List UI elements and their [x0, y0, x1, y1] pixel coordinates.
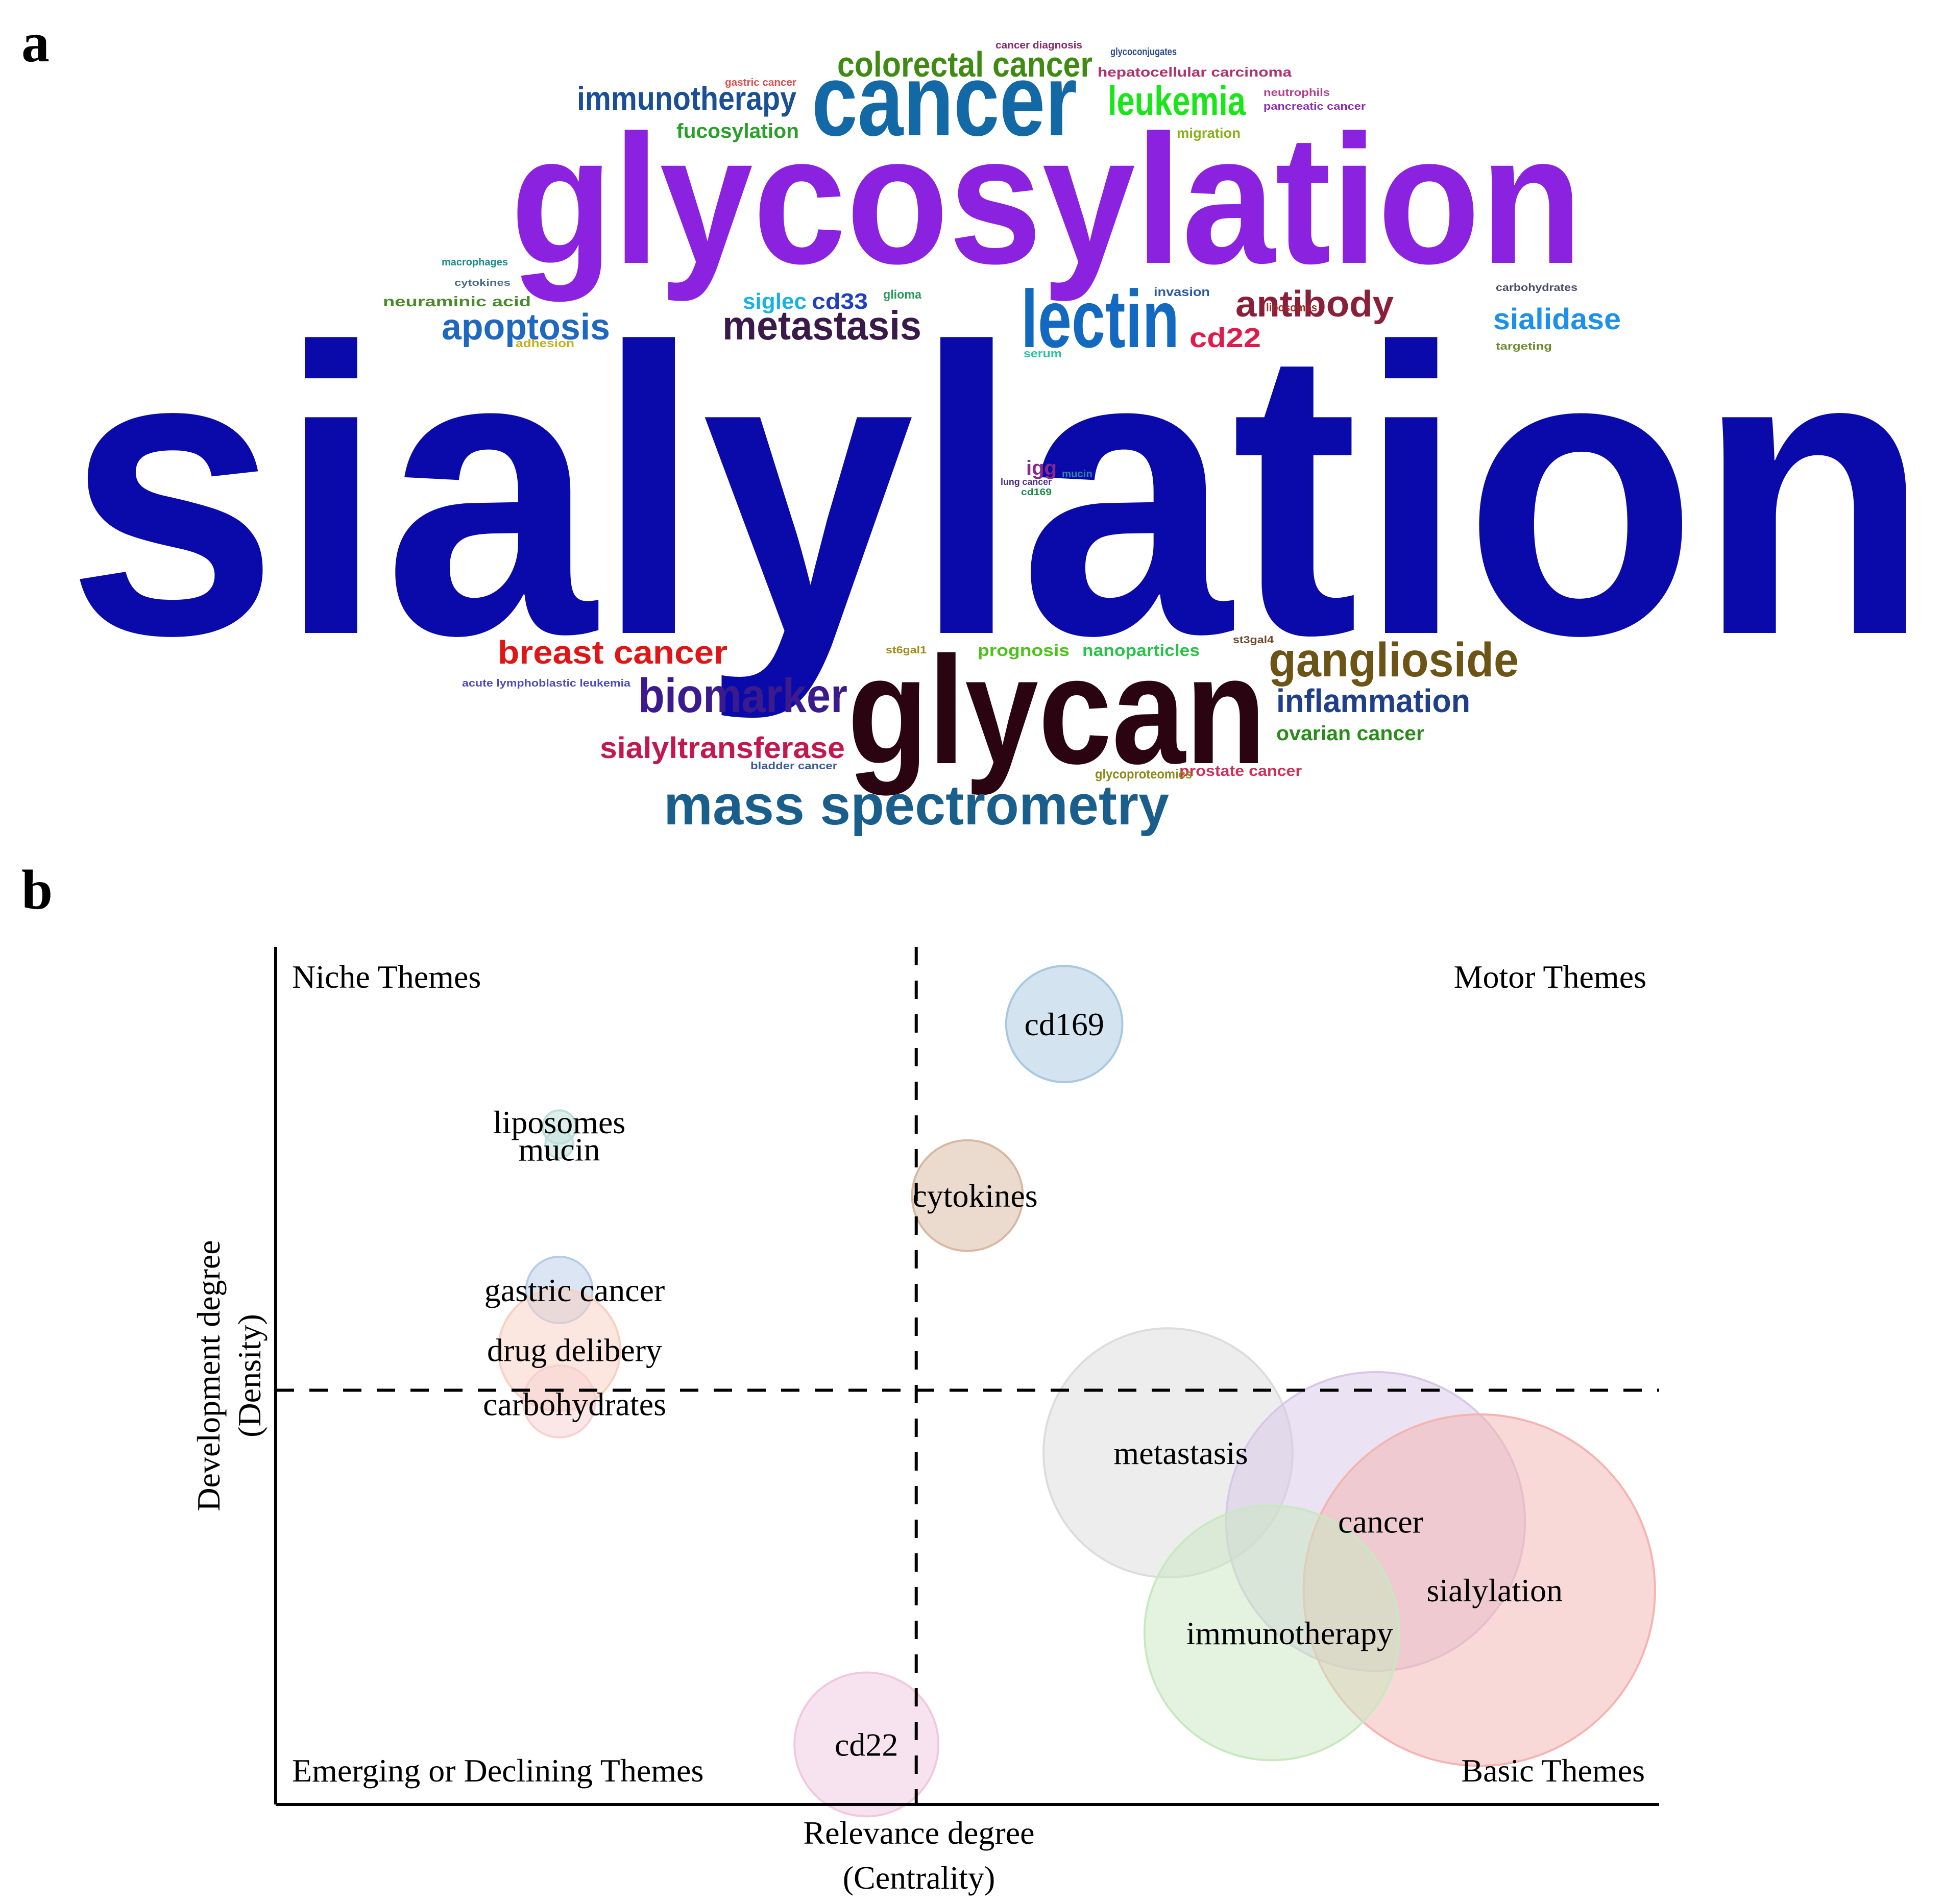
bubble-label-metastasis: metastasis: [1113, 1435, 1248, 1471]
word-serum: serum: [1024, 347, 1062, 360]
word-mass-spectrometry: mass spectrometry: [664, 774, 1169, 837]
bubble-label-mucin: mucin: [519, 1131, 600, 1167]
bubble-label-cd169: cd169: [1024, 1006, 1104, 1042]
bubble-carbohydrates: [522, 1364, 597, 1438]
word-carbohydrates: carbohydrates: [1496, 282, 1577, 294]
word-ovarian-cancer: ovarian cancer: [1276, 722, 1424, 745]
word-migration: migration: [1177, 125, 1241, 141]
word-hepatocellular-carcinoma: hepatocellular carcinoma: [1098, 64, 1292, 80]
word-cancer: cancer: [812, 43, 1077, 157]
bubble-label-drug-delibery: drug delibery: [487, 1332, 662, 1369]
word-cd169: cd169: [1021, 487, 1052, 497]
word-glycoconjugates: glycoconjugates: [1110, 46, 1177, 58]
word-targeting: targeting: [1496, 341, 1552, 352]
word-fucosylation: fucosylation: [676, 120, 799, 142]
word-cd22: cd22: [1189, 323, 1261, 353]
word-breast-cancer: breast cancer: [498, 634, 727, 671]
word-biomarker: biomarker: [638, 669, 847, 723]
bubbles-layer: [497, 965, 1656, 1818]
bubble-drug-delibery: [497, 1288, 621, 1412]
word-nanoparticles: nanoparticles: [1082, 641, 1200, 660]
word-inflammation: inflammation: [1276, 682, 1470, 719]
word-macrophages: macrophages: [442, 257, 508, 268]
bubble-label-carbohydrates: carbohydrates: [483, 1386, 666, 1422]
bubble-label-gastric-cancer: gastric cancer: [484, 1272, 665, 1308]
bubble-cancer: [1225, 1371, 1526, 1672]
bubble-liposomes: [542, 1109, 577, 1145]
word-neutrophils: neutrophils: [1264, 87, 1330, 99]
bubble-immunotherapy: [1143, 1504, 1400, 1762]
word-gastric-cancer: gastric cancer: [725, 77, 796, 88]
quadrant-niche-themes: Niche Themes: [292, 959, 481, 995]
y-axis-label-line1: Development degree: [190, 1240, 227, 1511]
x-axis-label-line1: Relevance degree: [803, 1815, 1034, 1851]
word-glioma: glioma: [883, 288, 922, 302]
word-adhesion: adhesion: [516, 337, 574, 350]
word-cancer-diagnosis: cancer diagnosis: [995, 40, 1082, 51]
word-st3gal4: st3gal4: [1233, 634, 1274, 646]
word-lectin: lectin: [1021, 273, 1179, 364]
word-apoptosis: apoptosis: [442, 307, 610, 348]
word-sialyltransferase: sialyltransferase: [600, 731, 845, 765]
word-metastasis: metastasis: [722, 303, 921, 348]
word-liposomes: liposomes: [1266, 301, 1317, 314]
word-neuraminic-acid: neuraminic acid: [383, 294, 531, 309]
bubble-label-liposomes: liposomes: [493, 1104, 626, 1140]
bubble-gastric-cancer: [525, 1255, 594, 1325]
word-siglec: siglec: [743, 289, 807, 314]
word-lung-cancer: lung cancer: [1001, 477, 1052, 487]
word-glycoproteomics: glycoproteomics: [1095, 766, 1192, 782]
bubble-label-sialylation: sialylation: [1426, 1572, 1563, 1608]
quadrant-emerging-declining-themes: Emerging or Declining Themes: [292, 1752, 703, 1789]
word-sialylation: sialylation: [66, 263, 1930, 722]
y-axis-label-line2: (Density): [231, 1314, 268, 1437]
quadrant-motor-themes: Motor Themes: [1454, 959, 1646, 995]
word-glycan: glycan: [847, 624, 1266, 797]
word-prognosis: prognosis: [978, 641, 1070, 660]
y-axis-label: Development degree (Density): [190, 1240, 268, 1511]
word-pancreatic-cancer: pancreatic cancer: [1264, 101, 1366, 112]
word-invasion: invasion: [1154, 285, 1210, 299]
bubble-mucin: [544, 1129, 574, 1159]
word-leukemia: leukemia: [1108, 78, 1246, 124]
panel-a-label: a: [21, 11, 50, 74]
word-prostate-cancer: prostate cancer: [1179, 763, 1302, 779]
word-cd33: cd33: [812, 289, 868, 314]
word-colorectal-cancer: colorectal cancer: [837, 44, 1092, 84]
bubble-cytokines: [911, 1139, 1024, 1252]
word-bladder-cancer: bladder cancer: [750, 761, 837, 772]
x-axis-label-line2: (Centrality): [843, 1860, 995, 1896]
word-mucin: mucin: [1062, 469, 1092, 480]
word-ganglioside: ganglioside: [1269, 633, 1519, 687]
panel-b-label: b: [21, 859, 53, 921]
bubble-label-cd22: cd22: [835, 1726, 898, 1763]
word-sialidase: sialidase: [1493, 303, 1621, 336]
bubble-label-cytokines: cytokines: [912, 1178, 1037, 1214]
word-immunotherapy: immunotherapy: [577, 80, 796, 117]
quadrant-basic-themes: Basic Themes: [1461, 1752, 1645, 1789]
word-cloud: sialylation glycosylation glycan cancer lect…: [0, 0, 1943, 847]
bubble-label-immunotherapy: immunotherapy: [1186, 1615, 1393, 1651]
bubble-cd22: [793, 1671, 940, 1818]
word-st6gal1: st6gal1: [886, 645, 927, 656]
bubble-metastasis: [1042, 1327, 1294, 1579]
bubble-label-cancer: cancer: [1338, 1504, 1423, 1540]
word-antibody: antibody: [1235, 284, 1394, 325]
word-glycosylation: glycosylation: [511, 97, 1583, 303]
bubble-cd169: [1005, 965, 1124, 1084]
word-cytokines: cytokines: [454, 278, 511, 288]
word-acute-lymphoblastic-leukemia: acute lymphoblastic leukemia: [462, 678, 631, 689]
word-igg: igg: [1026, 457, 1057, 479]
bubble-sialylation: [1302, 1413, 1656, 1767]
